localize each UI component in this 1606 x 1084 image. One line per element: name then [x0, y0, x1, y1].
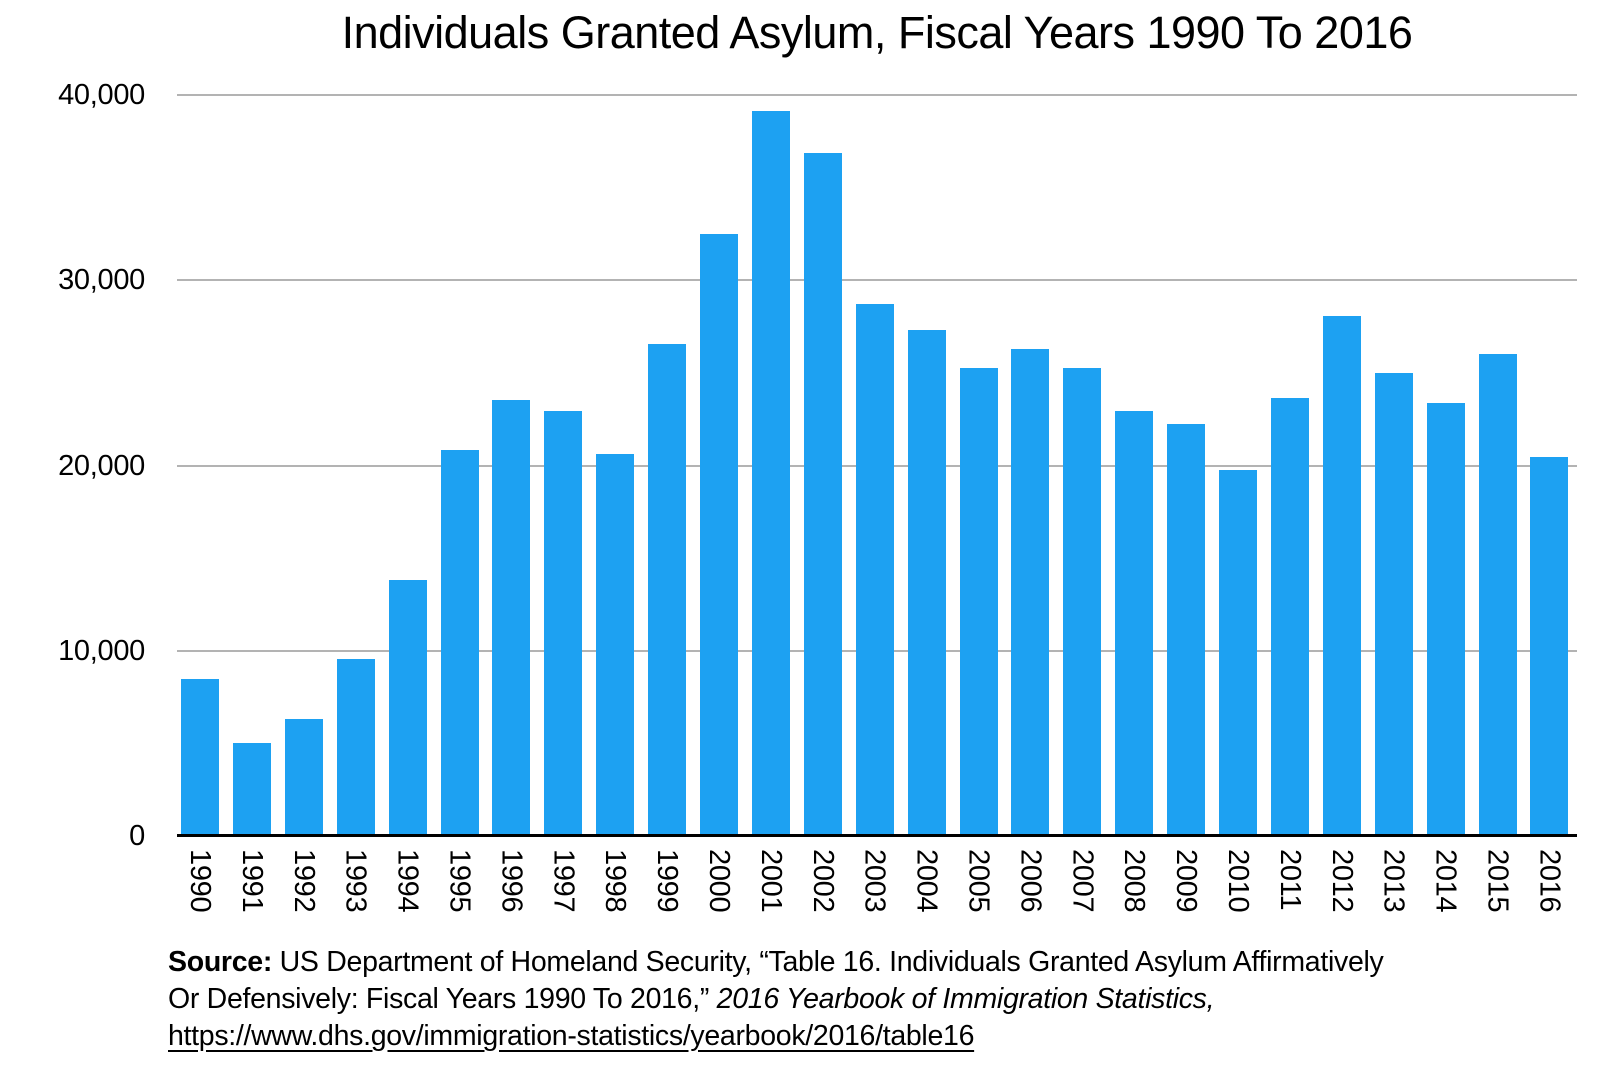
x-axis-tick-label-1997: 1997 — [547, 849, 580, 913]
bar-1999 — [648, 343, 687, 836]
source-text-line2: Or Defensively: Fiscal Years 1990 To 201… — [168, 983, 717, 1015]
bar-1998 — [596, 454, 635, 836]
bar-2013 — [1374, 372, 1413, 836]
x-axis-tick-label-1992: 1992 — [287, 849, 320, 913]
x-axis-tick-label-2013: 2013 — [1377, 849, 1410, 913]
x-axis-tick-label-2000: 2000 — [703, 849, 735, 913]
source-url: https://www.dhs.gov/immigration-statisti… — [168, 1020, 975, 1052]
bar-2006 — [1011, 349, 1050, 836]
x-axis-tick-label-2012: 2012 — [1325, 849, 1358, 913]
y-axis-tick-label: 30,000 — [58, 264, 145, 297]
source-line-3: https://www.dhs.gov/immigration-statisti… — [168, 1018, 1568, 1055]
x-axis-tick-label-1993: 1993 — [339, 849, 372, 913]
bar-2001 — [751, 110, 790, 836]
source-line-2: Or Defensively: Fiscal Years 1990 To 201… — [168, 981, 1568, 1018]
y-axis-tick-label: 40,000 — [58, 79, 145, 111]
bar-2004 — [907, 329, 946, 836]
bar-1994 — [388, 579, 427, 836]
x-axis-tick-label-2004: 2004 — [910, 849, 943, 913]
source-note: Source: US Department of Homeland Securi… — [168, 944, 1568, 1055]
x-axis-tick-label-1998: 1998 — [599, 849, 632, 913]
source-text-line1: US Department of Homeland Security, “Tab… — [272, 946, 1384, 978]
bar-1992 — [284, 719, 323, 836]
bar-1995 — [440, 450, 479, 836]
x-axis-tick-label-1999: 1999 — [651, 849, 684, 913]
bar-2014 — [1426, 403, 1465, 836]
bar-1997 — [544, 411, 583, 836]
x-axis-tick-label-2003: 2003 — [858, 849, 891, 913]
bar-2011 — [1270, 397, 1309, 836]
x-axis-tick-label-2002: 2002 — [806, 849, 839, 913]
x-axis-tick-label-1994: 1994 — [391, 849, 424, 913]
x-axis-baseline — [177, 834, 1577, 837]
source-citation-title: 2016 Yearbook of Immigration Statistics, — [716, 983, 1215, 1015]
y-axis-tick-label: 0 — [129, 820, 145, 852]
bar-1993 — [336, 659, 375, 836]
bar-2007 — [1063, 367, 1102, 836]
bar-1996 — [492, 400, 531, 836]
x-axis-tick-label-1996: 1996 — [495, 849, 528, 913]
x-axis-tick-label-2011: 2011 — [1273, 849, 1306, 911]
x-axis-tick-label-1990: 1990 — [184, 849, 216, 913]
bar-1991 — [232, 742, 271, 836]
gridline-40000 — [177, 94, 1577, 96]
x-axis-tick-label-1995: 1995 — [443, 849, 476, 913]
y-axis-tick-label: 10,000 — [58, 634, 145, 667]
bar-2005 — [959, 368, 998, 836]
bar-2008 — [1115, 411, 1154, 836]
x-axis-tick-label-2001: 2001 — [754, 849, 787, 913]
bar-2016 — [1530, 457, 1569, 836]
bar-2000 — [700, 233, 738, 836]
y-axis-tick-label: 20,000 — [58, 449, 145, 482]
bar-2002 — [803, 152, 842, 836]
source-line-1: Source: US Department of Homeland Securi… — [168, 944, 1568, 981]
x-axis-tick-label-2016: 2016 — [1533, 849, 1566, 913]
x-axis-tick-label-1991: 1991 — [235, 849, 268, 913]
gridline-30000 — [177, 279, 1577, 282]
x-axis-tick-label-2007: 2007 — [1066, 849, 1099, 913]
x-axis-tick-label-2010: 2010 — [1222, 849, 1254, 913]
bar-1990 — [181, 679, 219, 836]
source-label: Source: — [168, 946, 273, 978]
bar-2010 — [1219, 469, 1257, 836]
x-axis-tick-label-2015: 2015 — [1481, 849, 1514, 913]
bar-2003 — [855, 304, 894, 836]
x-axis-tick-label-2014: 2014 — [1429, 849, 1462, 913]
x-axis-tick-label-2009: 2009 — [1170, 849, 1203, 913]
x-axis-tick-label-2005: 2005 — [962, 849, 995, 913]
plot-area — [177, 94, 1577, 837]
bar-2009 — [1167, 424, 1206, 836]
bar-2015 — [1478, 354, 1517, 836]
bar-2012 — [1322, 316, 1361, 836]
x-axis-tick-label-2008: 2008 — [1118, 849, 1151, 913]
x-axis-tick-label-2006: 2006 — [1014, 849, 1047, 913]
chart-title: Individuals Granted Asylum, Fiscal Years… — [341, 7, 1413, 58]
